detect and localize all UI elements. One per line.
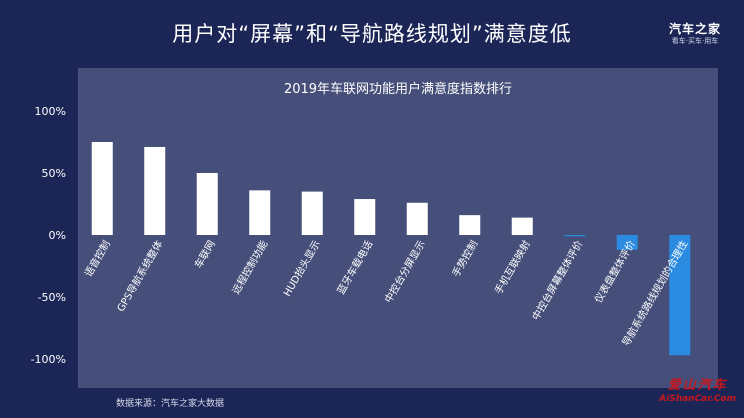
bar <box>511 217 533 235</box>
chart-title: 2019年车联网功能用户满意度指数排行 <box>283 82 513 97</box>
x-tick-label: 车联网 <box>192 238 218 270</box>
x-tick-label: GPS导航系统整体 <box>114 238 165 314</box>
x-tick-label: 中控台屏幕整体评价 <box>529 238 585 322</box>
logo-name: 汽车之家 <box>668 22 721 36</box>
x-tick-label: 蓝牙车载电话 <box>334 238 375 296</box>
bar <box>196 173 218 235</box>
x-tick-label: 中控台分屏显示 <box>382 238 428 305</box>
page-title: 用户对“屏幕”和“导航路线规划”满意度低 <box>172 22 572 46</box>
x-tick-label: 手机互联映射 <box>492 238 533 296</box>
autohome-logo: 汽车之家 看车·买车·用车 <box>660 22 730 46</box>
bar <box>669 235 691 356</box>
x-tick-label: 仪表盘整体评价 <box>592 238 638 305</box>
x-tick-label: 手势控制 <box>449 238 480 279</box>
y-tick-label: -100% <box>31 353 66 366</box>
x-tick-label: HUD抬头显示 <box>280 238 323 299</box>
y-tick-label: 50% <box>42 167 66 180</box>
bar <box>91 142 113 235</box>
bar <box>144 146 166 235</box>
y-tick-label: 100% <box>35 105 66 118</box>
y-tick-label: 0% <box>49 229 66 242</box>
watermark: 爱山汽车 AiShanCar.Com <box>659 378 736 405</box>
bar <box>616 235 638 250</box>
bar <box>301 191 323 235</box>
bar <box>459 215 481 235</box>
y-tick-label: -50% <box>38 291 66 304</box>
bar <box>564 235 586 237</box>
watermark-en: AiShanCar.Com <box>659 394 736 404</box>
data-source: 数据来源：汽车之家大数据 <box>116 399 225 409</box>
bar <box>249 190 271 235</box>
logo-tagline: 看车·买车·用车 <box>671 37 719 45</box>
x-tick-label: 远程控制功能 <box>229 238 270 296</box>
chart-panel <box>78 68 718 388</box>
x-tick-label: 语音控制 <box>82 238 113 279</box>
watermark-cn: 爱山汽车 <box>667 378 728 393</box>
bar <box>406 202 428 235</box>
bar <box>354 199 376 235</box>
